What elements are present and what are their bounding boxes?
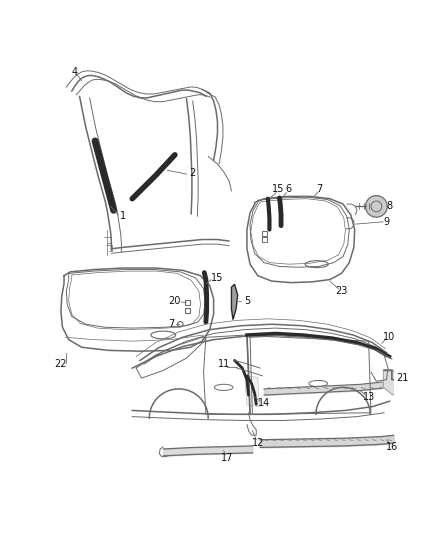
Bar — [185, 308, 190, 313]
Text: 20: 20 — [169, 296, 181, 306]
Text: 21: 21 — [396, 373, 408, 383]
Polygon shape — [383, 370, 398, 395]
Text: 7: 7 — [168, 319, 174, 329]
Text: 15: 15 — [211, 273, 224, 283]
Text: 16: 16 — [386, 442, 398, 451]
Text: 9: 9 — [383, 217, 389, 227]
Polygon shape — [245, 376, 259, 407]
Text: 15: 15 — [272, 184, 284, 195]
Text: 11: 11 — [218, 359, 230, 369]
Text: 10: 10 — [383, 332, 396, 342]
Text: 14: 14 — [258, 398, 270, 408]
Text: 4: 4 — [71, 67, 77, 77]
Text: 7: 7 — [317, 184, 323, 193]
Text: 1: 1 — [120, 212, 126, 221]
Text: 13: 13 — [363, 392, 375, 401]
Text: 2: 2 — [190, 168, 196, 179]
Text: 5: 5 — [244, 296, 250, 306]
Circle shape — [366, 196, 387, 217]
Text: 22: 22 — [55, 359, 67, 369]
Text: 6: 6 — [286, 184, 292, 195]
Bar — [185, 301, 190, 305]
Text: 23: 23 — [336, 286, 348, 296]
Text: 8: 8 — [386, 201, 392, 212]
Text: 17: 17 — [221, 453, 233, 463]
Text: 12: 12 — [251, 438, 264, 448]
Bar — [262, 231, 267, 236]
Polygon shape — [231, 284, 238, 320]
Bar — [262, 237, 267, 242]
